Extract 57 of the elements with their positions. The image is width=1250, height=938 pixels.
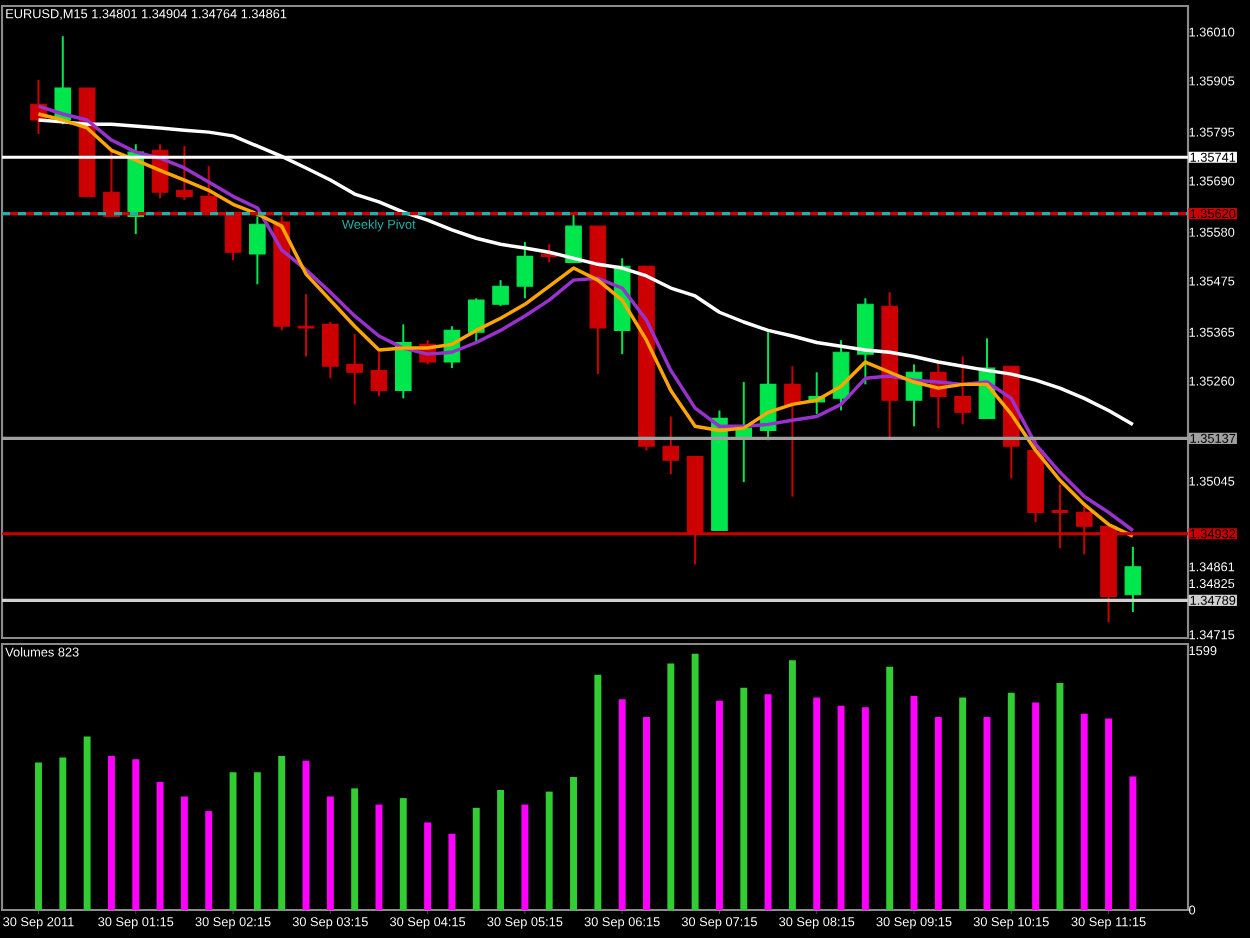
bar	[351, 788, 359, 911]
bar	[399, 798, 407, 911]
bar	[83, 736, 91, 911]
bar	[132, 759, 140, 911]
candlestick	[492, 279, 509, 308]
candlestick	[784, 365, 801, 498]
bar	[788, 660, 796, 911]
bar	[521, 804, 529, 911]
bar	[472, 807, 480, 911]
bar	[934, 717, 942, 911]
bar	[813, 697, 821, 911]
candlestick	[297, 293, 315, 358]
candlestick	[346, 333, 363, 406]
bar	[691, 653, 699, 911]
bar	[667, 663, 675, 911]
bar	[570, 777, 577, 911]
bar	[205, 811, 213, 911]
bar	[861, 707, 869, 911]
bar	[448, 833, 456, 911]
bar	[545, 791, 553, 911]
bar	[156, 781, 164, 911]
bar	[1105, 718, 1113, 911]
bar	[837, 705, 845, 911]
bar	[764, 694, 772, 911]
bar	[107, 755, 115, 911]
bar	[715, 700, 723, 911]
bar	[618, 699, 626, 911]
bar	[59, 757, 67, 911]
bar	[1032, 702, 1040, 911]
bar	[740, 687, 748, 911]
candlestick	[467, 297, 485, 344]
bar	[643, 717, 650, 911]
bar	[1129, 776, 1137, 911]
bar	[594, 674, 602, 911]
bar	[229, 772, 237, 911]
candlestick	[176, 145, 193, 202]
bar	[35, 762, 42, 911]
bar	[1080, 713, 1088, 911]
candlestick	[662, 415, 680, 476]
bar	[886, 666, 894, 911]
bar	[326, 796, 334, 911]
candlestick	[370, 351, 388, 398]
bar	[180, 796, 188, 911]
candlestick	[1124, 545, 1142, 613]
candlestick	[249, 215, 266, 286]
candlestick	[394, 323, 412, 400]
bar	[1007, 692, 1015, 911]
bar	[1056, 682, 1064, 911]
candlestick	[322, 321, 339, 380]
bar	[253, 772, 261, 911]
candlestick	[516, 240, 534, 300]
candlestick	[954, 355, 971, 426]
bar	[278, 755, 286, 911]
bar	[424, 822, 432, 911]
bar	[497, 789, 505, 911]
bar	[375, 804, 383, 911]
bar	[959, 697, 967, 911]
